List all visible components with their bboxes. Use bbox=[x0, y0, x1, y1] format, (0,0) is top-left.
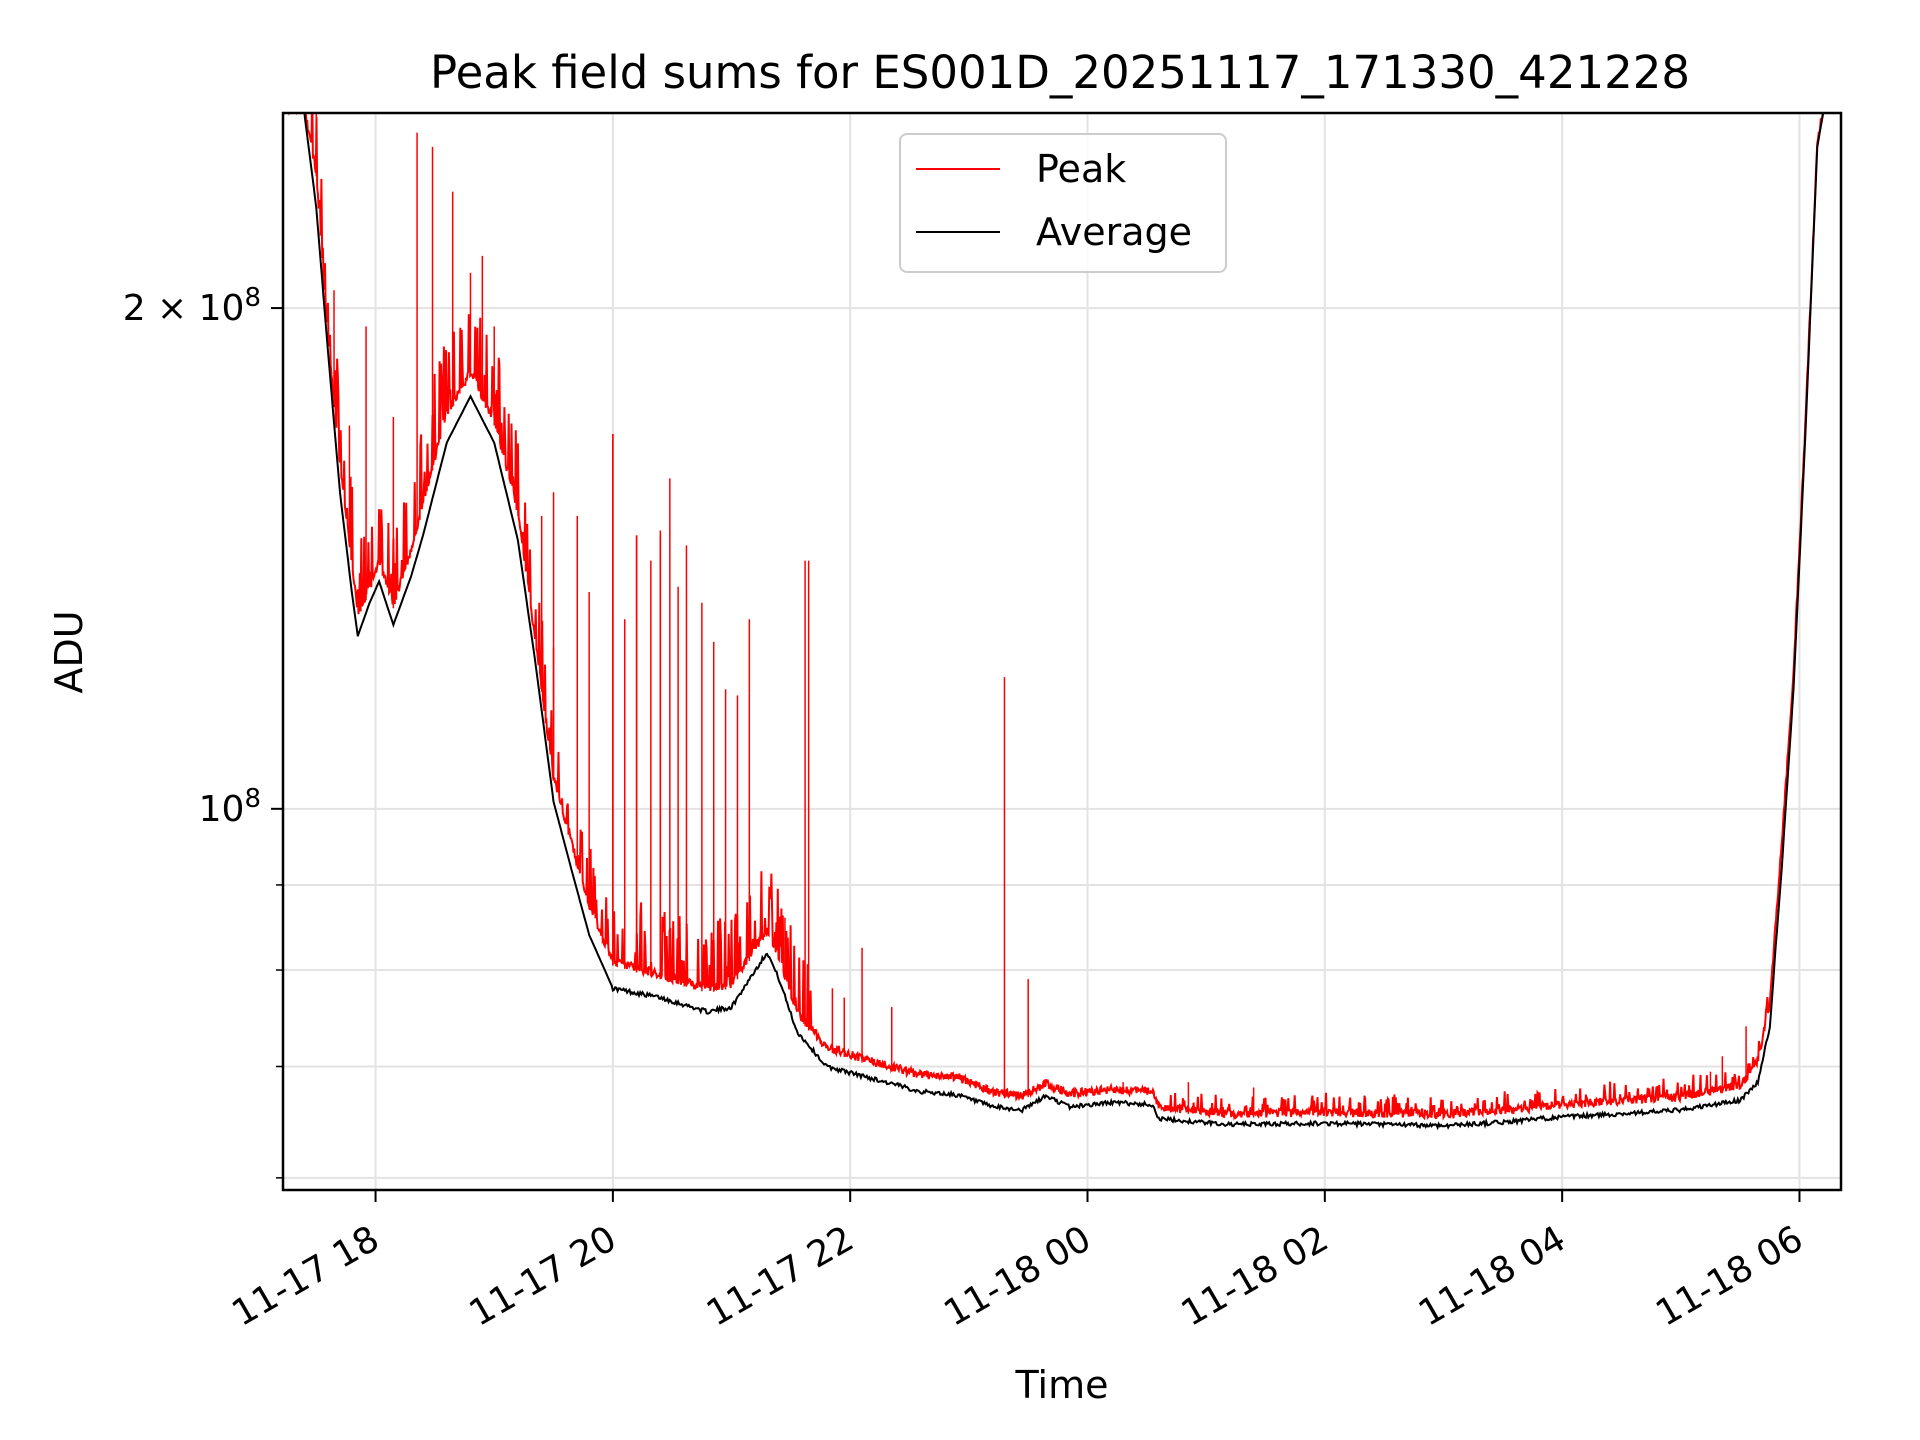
legend-peak-label: Peak bbox=[1036, 147, 1126, 191]
y-tick-label: 2 × 108 bbox=[123, 283, 261, 329]
y-axis-label: ADU bbox=[47, 610, 91, 693]
plot-area bbox=[283, 113, 1841, 1131]
average-series-line bbox=[283, 113, 1841, 1131]
chart-title: Peak field sums for ES001D_20251117_1713… bbox=[430, 46, 1690, 99]
x-axis-label: Time bbox=[1015, 1363, 1109, 1407]
peak-series-line bbox=[288, 113, 1834, 1122]
y-tick-label: 108 bbox=[199, 784, 261, 830]
y-axis-ticks: 108 2 × 108 bbox=[123, 283, 283, 1179]
legend: Peak Average bbox=[899, 133, 1227, 273]
plot-frame bbox=[281, 111, 1843, 1192]
legend-average-label: Average bbox=[1036, 210, 1192, 254]
peak-spikes bbox=[315, 113, 1747, 1118]
